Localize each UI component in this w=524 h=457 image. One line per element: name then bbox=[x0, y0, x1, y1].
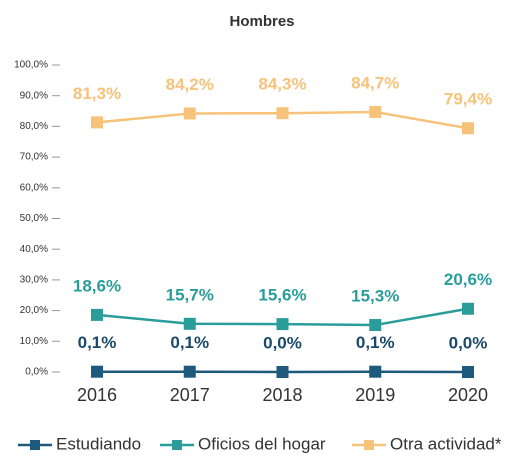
data-label: 0,0% bbox=[449, 333, 488, 352]
legend-label: Oficios del hogar bbox=[198, 434, 326, 453]
marker bbox=[369, 105, 382, 118]
data-label: 15,6% bbox=[258, 286, 306, 305]
y-tick-label: 80,0% bbox=[20, 121, 48, 132]
data-label: 15,7% bbox=[166, 285, 214, 304]
y-tick-label: 30,0% bbox=[20, 275, 48, 286]
marker bbox=[183, 317, 196, 330]
x-tick-label: 2019 bbox=[355, 385, 395, 405]
marker bbox=[276, 107, 289, 120]
y-tick-label: 50,0% bbox=[20, 213, 48, 224]
data-label: 84,2% bbox=[166, 75, 214, 94]
data-label: 15,3% bbox=[351, 287, 399, 306]
marker bbox=[462, 122, 474, 135]
marker bbox=[276, 318, 289, 331]
chart-title: Hombres bbox=[229, 13, 294, 30]
marker bbox=[91, 116, 103, 129]
legend-marker bbox=[30, 440, 40, 450]
x-tick-label: 2020 bbox=[448, 385, 488, 405]
marker bbox=[462, 366, 474, 378]
data-label: 79,4% bbox=[444, 90, 492, 109]
y-tick-label: 90,0% bbox=[20, 90, 48, 101]
marker bbox=[369, 319, 382, 332]
data-label: 0,1% bbox=[78, 333, 117, 352]
y-tick-label: 0,0% bbox=[25, 367, 48, 378]
marker bbox=[276, 366, 289, 378]
marker bbox=[183, 107, 196, 120]
data-label: 20,6% bbox=[444, 270, 492, 289]
data-label: 81,3% bbox=[73, 84, 121, 103]
data-label: 0,1% bbox=[356, 333, 395, 352]
marker bbox=[183, 365, 196, 378]
data-label: 0,0% bbox=[263, 333, 302, 352]
x-tick-label: 2016 bbox=[77, 385, 117, 405]
y-tick-label: 100,0% bbox=[14, 60, 48, 71]
data-label: 18,6% bbox=[73, 276, 121, 295]
legend-marker bbox=[172, 440, 182, 450]
data-label: 84,3% bbox=[258, 75, 306, 94]
y-tick-label: 40,0% bbox=[20, 244, 48, 255]
marker bbox=[462, 302, 474, 315]
y-tick-label: 10,0% bbox=[20, 336, 48, 347]
legend-marker bbox=[364, 440, 374, 450]
legend-label: Otra actividad* bbox=[390, 434, 502, 453]
y-tick-label: 70,0% bbox=[20, 152, 48, 163]
marker bbox=[369, 365, 382, 378]
data-label: 84,7% bbox=[351, 73, 399, 92]
y-tick-label: 20,0% bbox=[20, 305, 48, 316]
x-tick-label: 2018 bbox=[262, 385, 302, 405]
y-tick-label: 60,0% bbox=[20, 182, 48, 193]
data-label: 0,1% bbox=[170, 333, 209, 352]
x-tick-label: 2017 bbox=[170, 385, 210, 405]
legend-label: Estudiando bbox=[56, 434, 141, 453]
marker bbox=[91, 308, 103, 321]
marker bbox=[91, 365, 103, 378]
